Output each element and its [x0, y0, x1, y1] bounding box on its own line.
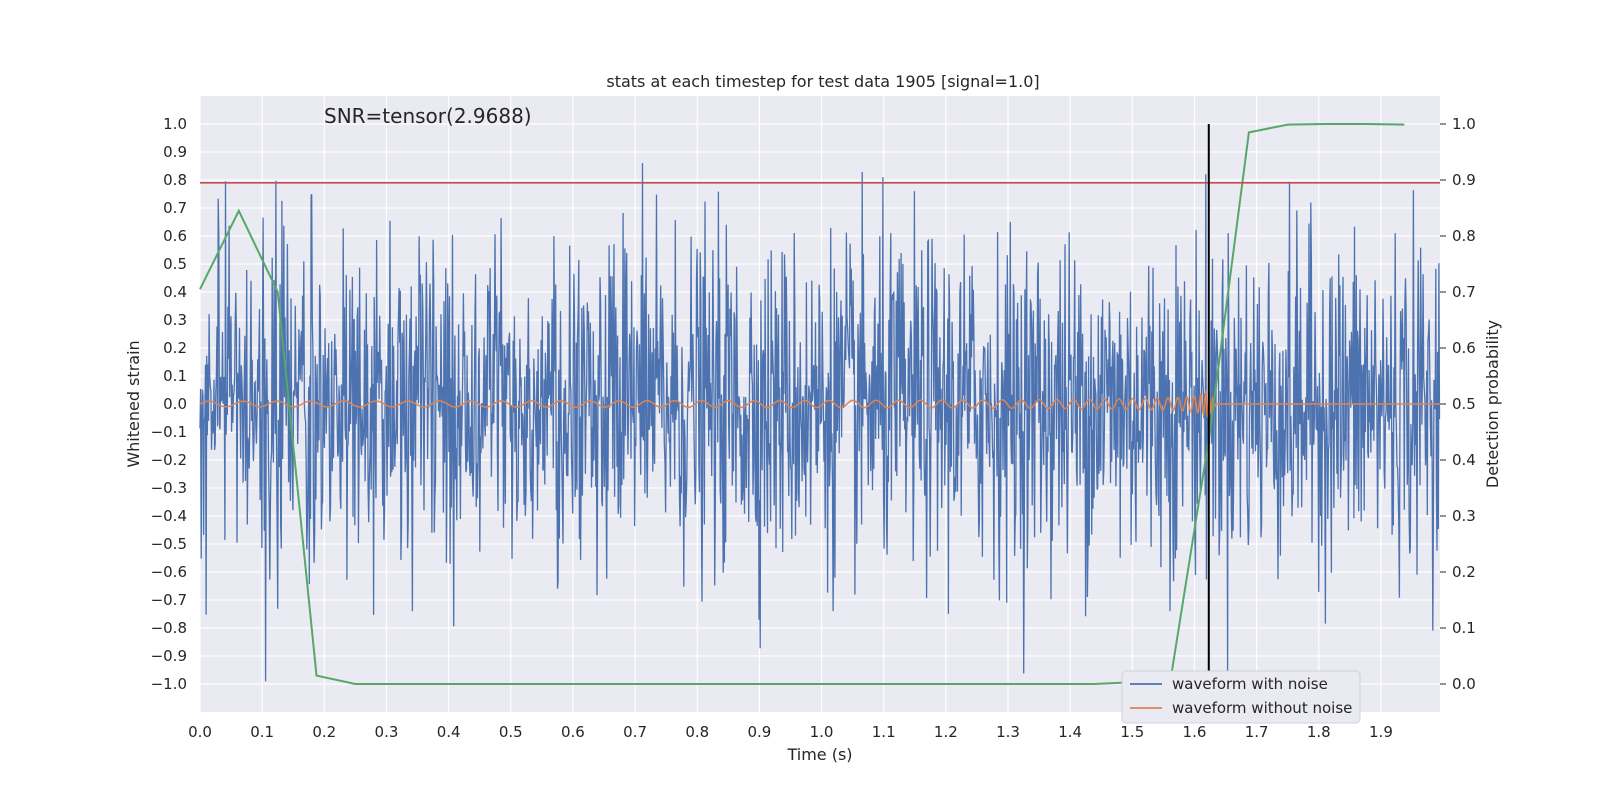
x-tick-label: 0.7 [623, 723, 647, 741]
x-tick-label: 1.4 [1058, 723, 1082, 741]
legend-label-noise: waveform with noise [1172, 675, 1328, 693]
y-tick-label: −0.3 [151, 479, 187, 497]
y-tick-labels: 1.0 0.9 0.8 0.7 0.6 0.5 0.4 0.3 0.2 0.1 0.0 −0.1 −0.… [151, 115, 187, 693]
y2-tick-label: 0.5 [1452, 395, 1476, 413]
y2-tick-label: 0.0 [1452, 675, 1476, 693]
x-tick-label: 1.0 [810, 723, 834, 741]
x-tick-label: 1.9 [1369, 723, 1393, 741]
y-tick-label: −0.2 [151, 451, 187, 469]
y-tick-label: −0.9 [151, 647, 187, 665]
snr-annotation: SNR=tensor(2.9688) [324, 104, 532, 128]
y-tick-label: 0.1 [163, 367, 187, 385]
y-axis-label: Whitened strain [124, 340, 143, 467]
chart-title: stats at each timestep for test data 190… [606, 72, 1039, 91]
y-tick-label: −0.1 [151, 423, 187, 441]
x-tick-label: 0.0 [188, 723, 212, 741]
x-tick-label: 0.2 [312, 723, 336, 741]
y-tick-label: 0.8 [163, 171, 187, 189]
y2-tick-label: 0.7 [1452, 283, 1476, 301]
y2-tick-label: 1.0 [1452, 115, 1476, 133]
y-tick-label: 0.3 [163, 311, 187, 329]
y-tick-label: 0.6 [163, 227, 187, 245]
x-tick-label: 1.7 [1245, 723, 1269, 741]
y-tick-label: 0.2 [163, 339, 187, 357]
y-tick-label: 0.4 [163, 283, 187, 301]
y-tick-label: −0.7 [151, 591, 187, 609]
y-tick-label: 0.9 [163, 143, 187, 161]
y-tick-label: 1.0 [163, 115, 187, 133]
y2-tick-label: 0.6 [1452, 339, 1476, 357]
y2-tick-label: 0.4 [1452, 451, 1476, 469]
x-tick-label: 0.4 [437, 723, 461, 741]
probability-line [199, 123, 1405, 685]
y2-axis-label: Detection probability [1483, 320, 1502, 488]
x-tick-label: 0.1 [250, 723, 274, 741]
legend: waveform with noise waveform without noi… [1121, 670, 1361, 724]
x-tick-label: 1.1 [872, 723, 896, 741]
clean-line [199, 389, 1440, 419]
series-waveform-without-noise [199, 389, 1440, 419]
reference-lines [200, 124, 1440, 684]
y2-tick-label: 0.8 [1452, 227, 1476, 245]
x-tick-label: 1.5 [1120, 723, 1144, 741]
legend-label-clean: waveform without noise [1172, 699, 1352, 717]
x-tick-labels: 0.0 0.1 0.2 0.3 0.4 0.5 0.6 0.7 0.8 0.9 1.0 1.1 1.2 1… [188, 723, 1393, 741]
y-tick-label: −0.6 [151, 563, 187, 581]
y-tick-label: 0.5 [163, 255, 187, 273]
y-tick-label: −1.0 [151, 675, 187, 693]
y2-tick-label: 0.3 [1452, 507, 1476, 525]
x-tick-label: 0.3 [375, 723, 399, 741]
y2-tick-label: 0.9 [1452, 171, 1476, 189]
x-tick-label: 1.6 [1183, 723, 1207, 741]
x-axis-label: Time (s) [786, 745, 852, 764]
y2-tick-labels: 1.0 0.9 0.8 0.7 0.6 0.5 0.4 0.3 0.2 0.1 0.0 [1440, 115, 1476, 693]
y-tick-label: 0.7 [163, 199, 187, 217]
series-detection-probability [199, 123, 1405, 685]
y-tick-label: −0.5 [151, 535, 187, 553]
x-tick-label: 0.9 [747, 723, 771, 741]
x-tick-label: 1.2 [934, 723, 958, 741]
y-tick-label: −0.8 [151, 619, 187, 637]
x-tick-label: 0.5 [499, 723, 523, 741]
y2-tick-label: 0.1 [1452, 619, 1476, 637]
y-tick-label: 0.0 [163, 395, 187, 413]
noise-line [199, 162, 1441, 682]
x-tick-label: 0.6 [561, 723, 585, 741]
x-tick-label: 1.8 [1307, 723, 1331, 741]
x-tick-label: 1.3 [996, 723, 1020, 741]
x-tick-label: 0.8 [685, 723, 709, 741]
legend-box [1121, 670, 1361, 724]
y2-tick-label: 0.2 [1452, 563, 1476, 581]
series-waveform-with-noise [199, 162, 1441, 682]
y-tick-label: −0.4 [151, 507, 187, 525]
